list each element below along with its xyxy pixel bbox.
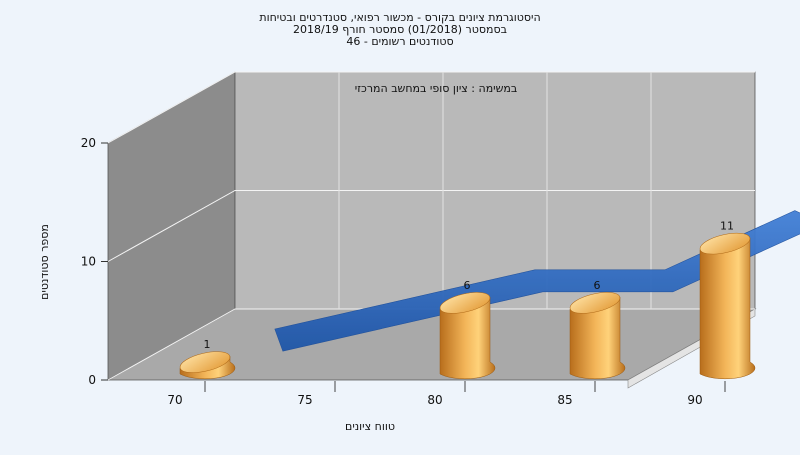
title-line-1: היסטוגרמת ציונים בקורס - מכשור רפואי, סט…: [259, 11, 540, 24]
bar-85: 6: [569, 279, 626, 380]
x-tick-label-2: 80: [427, 393, 442, 407]
bar-value-label-85: 6: [594, 279, 601, 292]
grid-lines: [107, 71, 755, 381]
bar-value-label-80: 6: [464, 279, 471, 292]
chart-subtitle: במשימה : ציון סופי במחשב המרכזי: [355, 82, 518, 95]
grid-line-2: [107, 71, 755, 144]
y-tick-label-0: 0: [88, 373, 96, 387]
x-tick-label-0: 70: [167, 393, 182, 407]
y-tick-label-2: 20: [81, 136, 96, 150]
bar-70: 1: [179, 338, 236, 380]
grid-line-1: [107, 190, 755, 262]
y-axis-label: מספר סטודנטים: [38, 224, 51, 300]
ribbon-band: [274, 210, 800, 352]
bar-value-label-90: 11: [720, 220, 734, 233]
x-tick-labels: 707580859095100: [167, 381, 726, 407]
title-line-2: בסמסטר (01/2018) סמסטר חורף 2018/19: [293, 23, 507, 36]
x-axis-label: טווח ציונים: [345, 420, 395, 433]
ribbon-series: [274, 210, 800, 352]
bars: 16611615: [179, 220, 756, 380]
bar-90: 11: [699, 220, 756, 380]
y-tick-labels: 0 10 20: [81, 136, 108, 387]
x-tick-label-4: 90: [687, 393, 702, 407]
bar-value-label-70: 1: [204, 338, 211, 351]
x-tick-label-3: 85: [557, 393, 572, 407]
y-tick-label-1: 10: [81, 255, 96, 269]
x-tick-label-1: 75: [297, 393, 312, 407]
bar-80: 6: [439, 279, 496, 380]
title-line-3: סטודנטים רשומים - 46: [346, 35, 453, 48]
